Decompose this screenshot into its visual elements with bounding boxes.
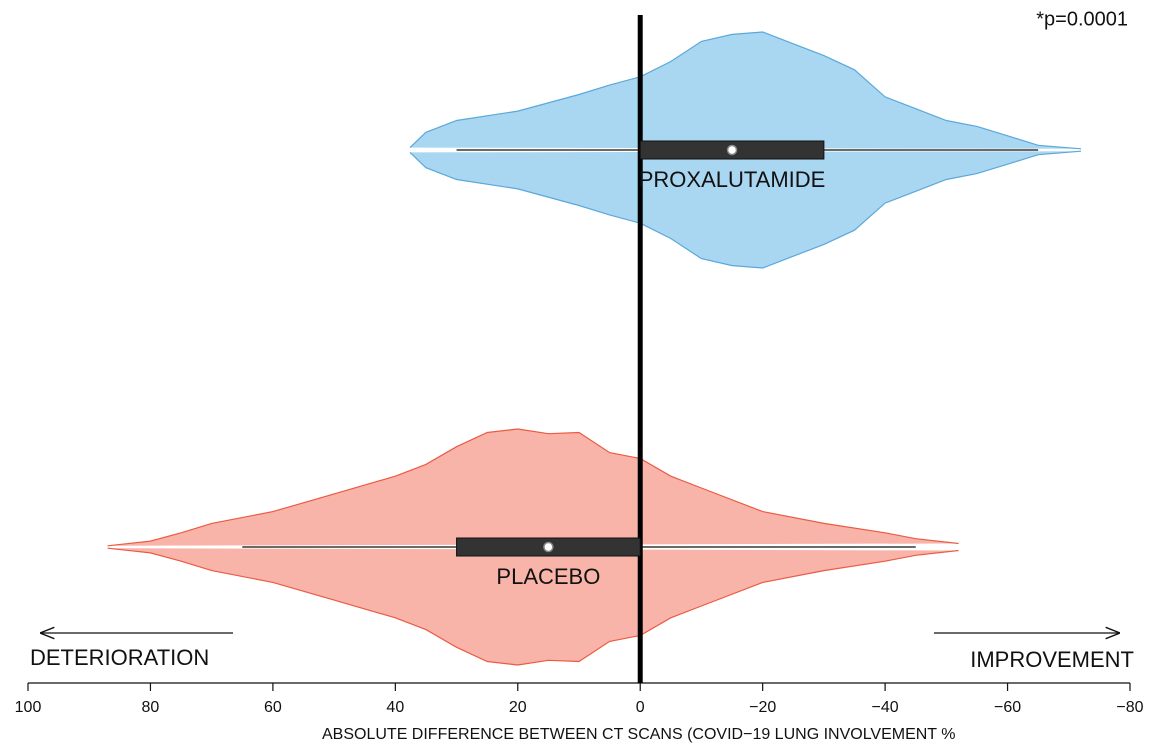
x-tick-label: 80 bbox=[142, 699, 160, 716]
violin-half bbox=[409, 31, 1082, 150]
x-tick-label: −40 bbox=[872, 699, 899, 716]
x-axis-label: ABSOLUTE DIFFERENCE BETWEEN CT SCANS (CO… bbox=[322, 726, 955, 743]
median bbox=[543, 541, 554, 553]
plot-area: 100 80 60 40 20 0 −20 −40 −60 −80 PROXALUTAMIDE PLA… bbox=[15, 15, 1144, 716]
x-tick-label: 40 bbox=[386, 699, 404, 716]
x-tick-label: −80 bbox=[1116, 699, 1143, 716]
violin-half bbox=[107, 547, 959, 666]
x-tick-label: −60 bbox=[994, 699, 1021, 716]
x-tick-label: 100 bbox=[15, 699, 42, 716]
x-tick-label: 0 bbox=[636, 699, 645, 716]
annotation: *p=0.0001 bbox=[1036, 8, 1128, 30]
right-label: IMPROVEMENT bbox=[970, 647, 1134, 672]
group-label: PROXALUTAMIDE bbox=[639, 167, 826, 192]
x-tick-label: 20 bbox=[509, 699, 527, 716]
x-tick-label: 60 bbox=[264, 699, 282, 716]
left-label: DETERIORATION bbox=[30, 645, 209, 670]
violin-half bbox=[409, 150, 1082, 269]
median bbox=[726, 144, 738, 156]
violin-half bbox=[107, 428, 959, 547]
group-label: PLACEBO bbox=[496, 564, 600, 589]
x-tick-label: −20 bbox=[749, 699, 776, 716]
